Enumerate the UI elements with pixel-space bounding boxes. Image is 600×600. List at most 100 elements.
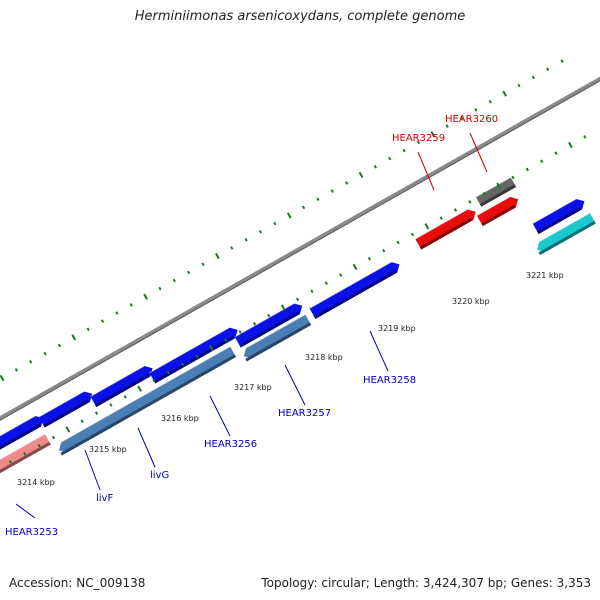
gene-label-hear3253[interactable]: HEAR3253 — [5, 527, 58, 538]
gene-hear3260-red-highlight — [476, 196, 511, 217]
backbone-edge — [0, 80, 600, 421]
gene-hear3258-shadow — [313, 269, 398, 319]
scale-label-2: 3216 kbp — [161, 414, 199, 423]
gene-hear3260[interactable] — [475, 176, 517, 207]
gene-rev-right-highlight — [533, 212, 591, 245]
scale-label-4: 3218 kbp — [305, 353, 343, 362]
scale-label-6: 3220 kbp — [452, 297, 490, 306]
gene-label-hear3258[interactable]: HEAR3258 — [363, 375, 416, 386]
outer-tick-7 — [100, 319, 105, 323]
inner-tick-22 — [310, 289, 314, 294]
inner-tick-35 — [496, 182, 501, 189]
inner-tick-1 — [8, 460, 12, 464]
gene-fwd-right-body — [532, 198, 585, 235]
gene-fwd-4-shadow — [153, 335, 236, 384]
gene-hear3260-body — [475, 177, 517, 207]
outer-tick-27 — [388, 156, 392, 161]
inner-tick-32 — [453, 208, 458, 212]
outer-tick-31 — [445, 124, 449, 128]
inner-tick-21 — [295, 297, 300, 302]
gene-rev-right[interactable] — [533, 212, 596, 255]
gene-fwd-4-body — [149, 327, 238, 384]
outer-tick-36 — [517, 83, 521, 88]
scale-label-5: 3219 kbp — [378, 324, 416, 333]
gene-hear3257-highlight — [240, 314, 306, 352]
gene-fwd-4-highlight — [149, 327, 230, 374]
inner-tick-24 — [339, 273, 343, 277]
gene-hear3258-highlight — [309, 261, 392, 309]
outer-tick-9 — [129, 303, 133, 307]
outer-tick-3 — [43, 351, 47, 356]
gene-livf-livg-hear3256-body — [58, 346, 236, 453]
outer-tick-16 — [230, 246, 234, 250]
inner-tick-41 — [583, 135, 587, 139]
outer-tick-14 — [201, 262, 205, 267]
gene-fwd-2-highlight — [38, 391, 85, 418]
outer-tick-35 — [502, 90, 507, 97]
outer-tick-25 — [358, 171, 364, 178]
inner-tick-17 — [238, 330, 242, 334]
inner-tick-25 — [352, 263, 358, 270]
gene-hear3260-red-shadow — [481, 204, 516, 227]
accession-text: Accession: NC_009138 — [9, 576, 146, 590]
scale-label-7: 3221 kbp — [526, 271, 564, 280]
gene-fwd-2-body — [38, 391, 93, 428]
gene-fwd-1[interactable] — [0, 415, 44, 459]
gene-fwd-right-highlight — [532, 198, 577, 225]
gene-livf-livg-hear3256[interactable] — [55, 346, 236, 456]
gene-label-hear3256[interactable]: HEAR3256 — [204, 439, 257, 450]
leader-HEAR3256 — [209, 395, 231, 437]
leader-HEAR3260 — [469, 132, 488, 173]
gene-hear3260-red[interactable] — [476, 196, 519, 227]
inner-tick-7 — [94, 411, 99, 415]
outer-tick-17 — [244, 238, 248, 242]
inner-tick-3 — [37, 443, 41, 448]
leader-HEAR3253 — [15, 503, 36, 519]
outer-tick-29 — [416, 140, 421, 145]
inner-tick-8 — [109, 403, 113, 407]
inner-tick-34 — [482, 191, 486, 196]
gene-hear3257[interactable] — [240, 314, 312, 362]
backbone-strand — [0, 76, 600, 421]
gene-rev-right-shadow — [538, 220, 596, 255]
leader-livG — [137, 427, 156, 468]
gene-fwd-4[interactable] — [149, 327, 238, 384]
outer-tick-37 — [531, 75, 535, 80]
gene-label-hear3260[interactable]: HEAR3260 — [445, 114, 498, 125]
gene-hear3259[interactable] — [415, 209, 476, 250]
gene-hear3258[interactable] — [309, 261, 400, 319]
gene-hear3259-shadow — [419, 217, 474, 250]
gene-fwd-2[interactable] — [38, 391, 93, 428]
inner-tick-5 — [65, 426, 71, 433]
inner-tick-18 — [252, 321, 257, 326]
gene-fwd-1-shadow — [0, 423, 42, 450]
inner-tick-10 — [137, 385, 142, 392]
outer-tick-39 — [560, 59, 564, 63]
gene-hear3259-highlight — [415, 209, 468, 240]
gene-label-livg[interactable]: livG — [150, 470, 169, 481]
outer-tick-0 — [0, 374, 5, 382]
gene-fwd-right[interactable] — [532, 198, 585, 235]
gene-hear3257-shadow — [245, 322, 312, 362]
gene-hear3253-shadow — [0, 441, 51, 474]
inner-tick-33 — [468, 200, 472, 204]
inner-tick-11 — [152, 378, 156, 383]
gene-hear3257-body — [243, 314, 312, 359]
outer-tick-19 — [273, 221, 277, 226]
outer-tick-18 — [258, 229, 263, 234]
inner-tick-12 — [166, 370, 170, 375]
gene-label-hear3257[interactable]: HEAR3257 — [278, 408, 331, 419]
gene-label-livf[interactable]: livF — [96, 493, 113, 504]
inner-tick-15 — [209, 345, 214, 352]
inner-tick-29 — [410, 232, 415, 237]
inner-tick-23 — [324, 281, 328, 285]
gene-hear3258-body — [309, 262, 400, 319]
gene-fwd-3[interactable] — [90, 365, 153, 407]
inner-tick-40 — [568, 141, 573, 149]
gene-livf-livg-hear3256-highlight — [55, 346, 231, 446]
outer-tick-23 — [330, 189, 334, 193]
outer-tick-33 — [474, 108, 478, 112]
gene-label-hear3259[interactable]: HEAR3259 — [392, 133, 445, 144]
outer-tick-6 — [86, 327, 90, 332]
